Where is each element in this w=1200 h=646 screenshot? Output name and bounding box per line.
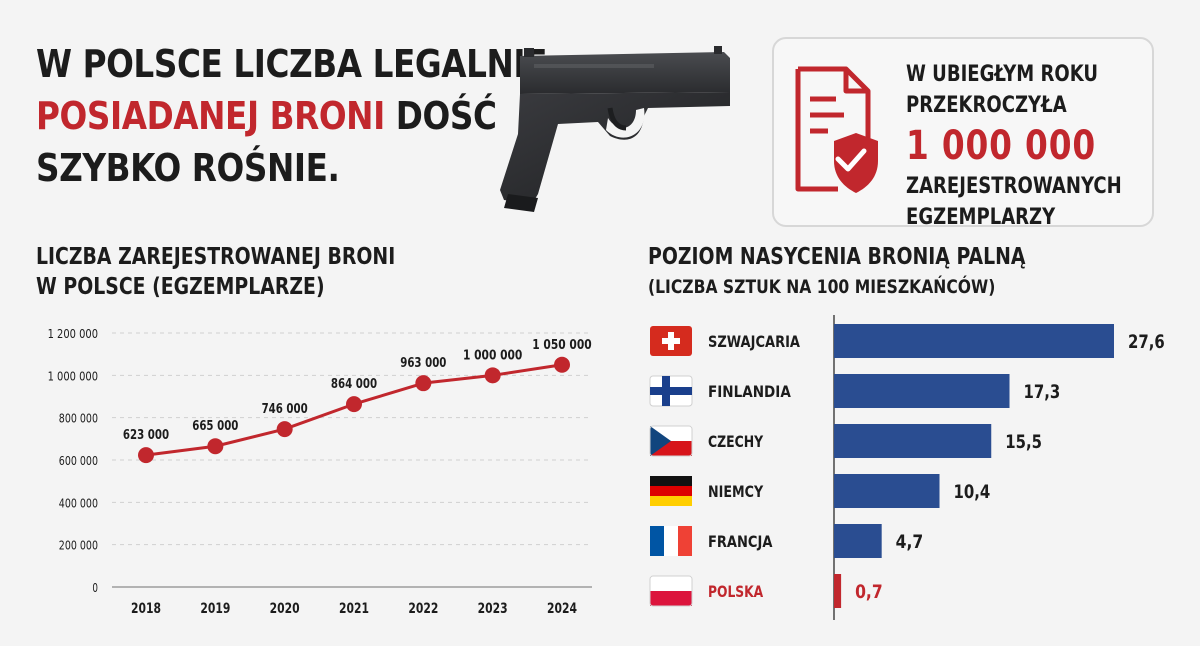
category-label: FINLANDIA bbox=[708, 382, 791, 401]
bar-chart-subtitle: (LICZBA SZTUK NA 100 MIESZKAŃCÓW) bbox=[648, 276, 996, 298]
stat-line-3: ZAREJESTROWANYCH bbox=[906, 174, 1122, 199]
data-label: 1 000 000 bbox=[463, 348, 522, 363]
y-tick-label: 400 000 bbox=[59, 496, 98, 510]
x-tick-label: 2022 bbox=[408, 601, 438, 617]
line-chart-title-line-1: LICZBA ZAREJESTROWANEJ BRONI bbox=[36, 244, 396, 270]
flag-stripe bbox=[678, 526, 692, 556]
y-tick-label: 0 bbox=[92, 581, 98, 595]
flag-germany-icon bbox=[650, 476, 692, 506]
flag-triangle bbox=[650, 426, 671, 456]
line-chart: 0 200 000 400 000 600 000 800 000 1 000 000 1 … bbox=[48, 327, 592, 617]
x-tick-label: 2020 bbox=[270, 601, 300, 617]
headline: W POLSCE LICZBA LEGALNIE POSIADANEJ BRON… bbox=[36, 38, 547, 194]
category-label: NIEMCY bbox=[708, 482, 764, 501]
headline-highlight: POSIADANEJ BRONI bbox=[36, 94, 385, 138]
category-label: CZECHY bbox=[708, 432, 764, 451]
headline-line-1: W POLSCE LICZBA LEGALNIE bbox=[36, 42, 548, 86]
headline-line-2: POSIADANEJ BRONI DOŚĆ bbox=[36, 90, 547, 142]
y-tick-label: 600 000 bbox=[59, 454, 98, 468]
x-tick-label: 2021 bbox=[339, 601, 369, 617]
bar bbox=[834, 524, 882, 558]
data-label: 746 000 bbox=[262, 402, 308, 417]
flag-stripe bbox=[650, 526, 664, 556]
flag-finland-icon bbox=[649, 375, 693, 407]
headline-line-2-rest: DOŚĆ bbox=[384, 94, 497, 138]
y-tick-label: 200 000 bbox=[59, 539, 98, 553]
flag-switzerland-icon bbox=[650, 326, 692, 356]
bar bbox=[834, 324, 1114, 358]
bar bbox=[834, 574, 842, 608]
value-label: 27,6 bbox=[1128, 331, 1165, 353]
flag-poland-icon bbox=[649, 575, 693, 607]
value-label: 4,7 bbox=[896, 531, 924, 553]
value-label: 10,4 bbox=[954, 481, 991, 503]
flag-cross bbox=[662, 338, 680, 344]
data-label: 864 000 bbox=[331, 377, 377, 392]
x-tick-label: 2018 bbox=[131, 601, 161, 617]
stat-line-1: W UBIEGŁYM ROKU bbox=[906, 62, 1099, 87]
data-label: 665 000 bbox=[192, 419, 238, 434]
category-label: SZWAJCARIA bbox=[708, 332, 801, 351]
flag-stripe bbox=[650, 496, 692, 506]
data-point bbox=[207, 438, 224, 455]
flag-france-icon bbox=[650, 526, 692, 556]
data-label: 963 000 bbox=[400, 356, 446, 371]
x-tick-label: 2023 bbox=[478, 601, 508, 617]
flag-stripe bbox=[664, 526, 678, 556]
value-label: 15,5 bbox=[1005, 431, 1042, 453]
flag-stripe bbox=[650, 591, 692, 606]
category-label: POLSKA bbox=[708, 582, 764, 601]
flag-czechia-icon bbox=[649, 425, 693, 457]
x-tick-label: 2024 bbox=[547, 601, 577, 617]
headline-line-3: SZYBKO ROŚNIE. bbox=[36, 146, 340, 190]
y-tick-label: 800 000 bbox=[59, 412, 98, 426]
data-point bbox=[484, 367, 501, 384]
data-point bbox=[346, 396, 362, 413]
bar bbox=[834, 374, 1010, 408]
line-chart-title: LICZBA ZAREJESTROWANEJ BRONI W POLSCE (E… bbox=[36, 242, 395, 302]
stat-text: W UBIEGŁYM ROKU PRZEKROCZYŁA 1 000 000 Z… bbox=[906, 59, 1122, 233]
value-label: 17,3 bbox=[1024, 381, 1061, 403]
stat-line-2: PRZEKROCZYŁA bbox=[906, 93, 1067, 118]
bar-chart-title: POZIOM NASYCENIA BRONIĄ PALNĄ (LICZBA SZ… bbox=[648, 242, 1026, 302]
bar bbox=[834, 424, 992, 458]
flag-border bbox=[649, 575, 693, 607]
stat-number: 1 000 000 bbox=[906, 123, 1096, 169]
y-tick-label: 1 000 000 bbox=[48, 369, 98, 383]
bar bbox=[834, 474, 940, 508]
flag-cross bbox=[650, 387, 692, 395]
flag-stripe bbox=[650, 476, 692, 486]
stat-line-4: EGZEMPLARZY bbox=[906, 205, 1056, 230]
category-label: FRANCJA bbox=[708, 532, 773, 551]
data-point bbox=[138, 447, 154, 464]
pistol-icon bbox=[500, 46, 730, 212]
value-label: 0,7 bbox=[855, 581, 883, 603]
data-point bbox=[554, 356, 570, 373]
data-label: 1 050 000 bbox=[532, 338, 591, 353]
flag-stripe bbox=[650, 576, 692, 591]
data-label: 623 000 bbox=[123, 428, 169, 443]
bar-chart-title-line-1: POZIOM NASYCENIA BRONIĄ PALNĄ bbox=[648, 244, 1026, 270]
document-shield-check-icon bbox=[795, 66, 878, 193]
bar-chart: SZWAJCARIA 27,6 FINLANDIA 17,3 CZECHY 15,5 NIE… bbox=[649, 315, 1165, 620]
y-tick-label: 1 200 000 bbox=[48, 327, 98, 341]
flag-stripe bbox=[650, 486, 692, 496]
x-tick-label: 2019 bbox=[200, 601, 230, 617]
flag-border bbox=[649, 425, 693, 457]
data-point bbox=[276, 421, 293, 438]
data-point bbox=[415, 375, 432, 392]
line-chart-title-line-2: W POLSCE (EGZEMPLARZE) bbox=[36, 274, 325, 300]
stat-card: W UBIEGŁYM ROKU PRZEKROCZYŁA 1 000 000 Z… bbox=[772, 37, 1154, 230]
